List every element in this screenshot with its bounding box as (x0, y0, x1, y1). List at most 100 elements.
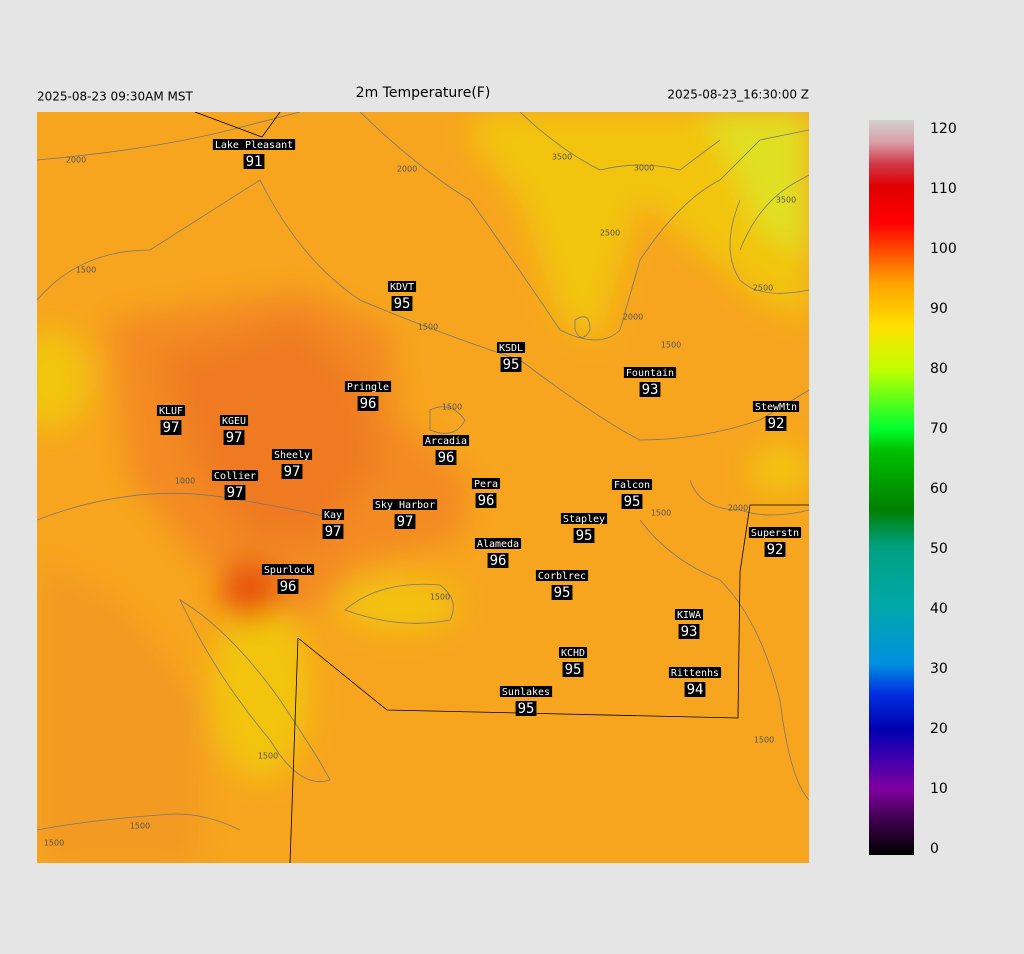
station-value-bg (277, 579, 299, 594)
station-name-bg (535, 570, 589, 581)
contour-label: 1500 (754, 736, 774, 745)
contour-label: 2000 (728, 504, 748, 513)
station-value-bg (322, 524, 344, 539)
station-name: KGEU (222, 416, 246, 427)
station: KDVT 95 (387, 281, 417, 312)
station-value: 95 (565, 662, 582, 678)
colorbar-tick-label: 0 (930, 841, 939, 857)
station-name-bg (560, 513, 608, 524)
colorbar-tick-label: 30 (930, 661, 948, 677)
station-value: 95 (554, 585, 571, 601)
station-value: 95 (394, 296, 411, 312)
stations: Lake Pleasant 91 KDVT 95 KSDL 95 Fountain 93 Pri… (156, 139, 802, 717)
map-title: 2m Temperature(F) (356, 85, 491, 101)
station-name-bg (261, 564, 315, 575)
station-name-bg (372, 499, 438, 510)
contour-label: 1500 (44, 839, 64, 848)
station-value: 97 (284, 464, 301, 480)
contour-label: 2000 (66, 156, 86, 165)
contour-label: 1500 (651, 509, 671, 518)
station-name-bg (499, 686, 553, 697)
station-value: 96 (280, 579, 297, 595)
station-name: KCHD (561, 648, 585, 659)
station-value: 95 (624, 494, 641, 510)
station-name: Stapley (563, 514, 605, 525)
station-value: 94 (687, 682, 704, 698)
station: Fountain 93 (623, 367, 677, 398)
boundaries (194, 112, 809, 863)
station-name: Pringle (347, 382, 389, 393)
station-value: 97 (397, 514, 414, 530)
station-name-bg (156, 405, 186, 416)
station: Superstn 92 (748, 527, 802, 558)
contour-label: 2000 (397, 165, 417, 174)
station: Corblrec 95 (535, 570, 589, 601)
station: KGEU 97 (219, 415, 249, 446)
station-name-bg (623, 367, 677, 378)
station-value-bg (515, 701, 537, 716)
station: KLUF 97 (156, 405, 186, 436)
station: Alameda 96 (474, 538, 522, 569)
contour-label: 2000 (623, 313, 643, 322)
station-value: 97 (163, 420, 180, 436)
station-name: Superstn (751, 528, 799, 539)
contour-label: 3500 (776, 196, 796, 205)
station-value: 95 (503, 357, 520, 373)
station-name-bg (668, 667, 722, 678)
station-value-bg (639, 382, 661, 397)
colorbar-tick-label: 120 (930, 121, 957, 137)
station-value: 95 (518, 701, 535, 717)
station-name: Sheely (274, 450, 310, 461)
station-name: KDVT (390, 282, 414, 293)
contour-label: 1000 (175, 477, 195, 486)
valid-time-local: 2025-08-23 09:30AM MST (37, 90, 193, 104)
station-name-bg (748, 527, 802, 538)
station: Sheely 97 (271, 449, 313, 480)
station-name-bg (471, 478, 501, 489)
station-value-bg (678, 624, 700, 639)
station-value-bg (621, 494, 643, 509)
station-value-bg (435, 450, 457, 465)
station-value: 97 (226, 430, 243, 446)
station: Arcadia 96 (422, 435, 470, 466)
station: Kay 97 (321, 509, 345, 540)
station-value-bg (357, 396, 379, 411)
station-value: 96 (438, 450, 455, 466)
contour-label: 1500 (430, 593, 450, 602)
station-name: Collier (214, 471, 256, 482)
contour-label: 1500 (258, 752, 278, 761)
station-value: 92 (768, 416, 785, 432)
station-value-bg (500, 357, 522, 372)
station-value: 96 (478, 493, 495, 509)
station-value: 92 (767, 542, 784, 558)
colorbar-tick-label: 90 (930, 301, 948, 317)
contour-label: 1500 (418, 323, 438, 332)
colorbar-tick-label: 110 (930, 181, 957, 197)
station-name: Arcadia (425, 436, 467, 447)
colorbar (869, 120, 914, 855)
contour-label: 2500 (600, 229, 620, 238)
colorbar-tick-label: 70 (930, 421, 948, 437)
station-value-bg (573, 528, 595, 543)
station-name-bg (752, 401, 800, 412)
station: Pera 96 (471, 478, 501, 509)
valid-time-utc: 2025-08-23_16:30:00 Z (667, 88, 809, 102)
colorbar-tick-label: 80 (930, 361, 948, 377)
colorbar-tick-label: 40 (930, 601, 948, 617)
station-name-bg (344, 381, 392, 392)
colorbar-tick-label: 100 (930, 241, 957, 257)
station: Rittenhs 94 (668, 667, 722, 698)
station-value: 97 (227, 485, 244, 501)
station-name: Kay (324, 510, 342, 521)
station-name: Spurlock (264, 565, 312, 576)
station-value-bg (475, 493, 497, 508)
station-value: 95 (576, 528, 593, 544)
station-value: 97 (325, 524, 342, 540)
station-name-bg (321, 509, 345, 520)
contour-label: 3500 (552, 153, 572, 162)
station-name-bg (558, 647, 588, 658)
station-name-bg (422, 435, 470, 446)
contour-label: 2500 (753, 284, 773, 293)
